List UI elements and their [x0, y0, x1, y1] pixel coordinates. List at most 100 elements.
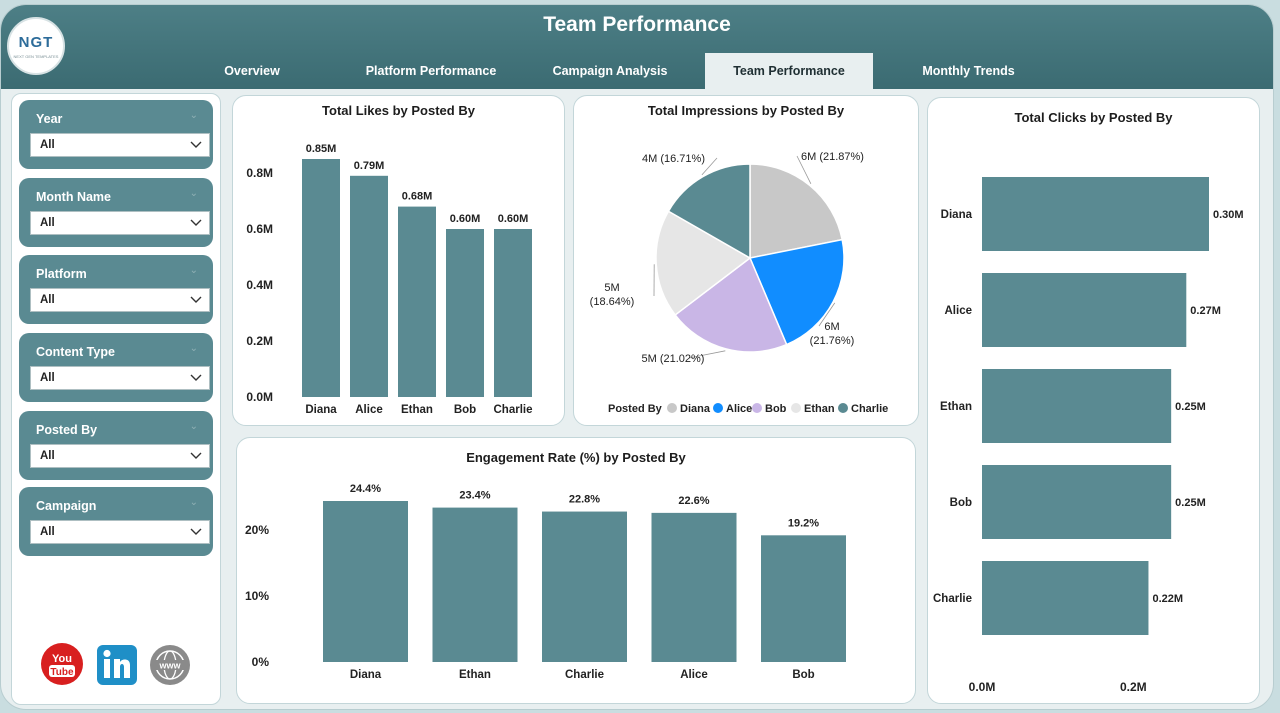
bar-diana[interactable]	[323, 501, 408, 662]
collapse-icon[interactable]: ⌄	[189, 110, 198, 121]
tab-platform-performance[interactable]: Platform Performance	[365, 64, 497, 78]
slice-label: 4M (16.71%)	[642, 153, 705, 165]
tab-team-performance[interactable]: Team Performance	[705, 53, 873, 89]
filter-posted-by: Posted By ⌄ All	[19, 411, 213, 480]
likes-bar-chart: 0.0M 0.2M 0.4M 0.6M 0.8M 0.85M Diana 0.79M Alice…	[246, 143, 533, 416]
bar-alice[interactable]	[350, 175, 388, 397]
legend-item-charlie[interactable]: Charlie	[851, 403, 888, 415]
y-tick-label: Ethan	[940, 401, 972, 413]
filter-label: Platform	[36, 267, 87, 281]
filter-label: Campaign	[36, 499, 97, 513]
x-tick-label: Alice	[355, 404, 383, 416]
bar-bob[interactable]	[446, 229, 484, 397]
bar-bob[interactable]	[982, 465, 1172, 539]
posted-by-dropdown[interactable]: All	[30, 444, 210, 468]
legend-item-diana[interactable]: Diana	[680, 403, 711, 415]
legend-marker-charlie	[838, 403, 848, 413]
bar-ethan[interactable]	[432, 507, 518, 662]
bar-ethan[interactable]	[398, 206, 436, 397]
chevron-down-icon	[190, 296, 202, 303]
filter-label: Posted By	[36, 423, 98, 437]
y-tick-label: 0.2M	[246, 334, 273, 348]
data-label: 0.60M	[450, 213, 481, 225]
filter-sidebar: Year ⌄ All Month Name ⌄ All Platform ⌄ A…	[11, 93, 221, 705]
y-tick-label: 0.4M	[246, 278, 273, 292]
data-label: 0.85M	[306, 143, 337, 155]
leader-line	[796, 155, 812, 184]
y-tick-label: 0.6M	[246, 222, 273, 236]
tab-overview[interactable]: Overview	[224, 64, 280, 78]
bar-diana[interactable]	[982, 177, 1209, 251]
collapse-icon[interactable]: ⌄	[189, 343, 198, 354]
bar-charlie[interactable]	[494, 229, 532, 397]
logo-text: NGT	[18, 33, 54, 51]
y-tick-label: 0%	[252, 655, 270, 669]
data-label: 0.79M	[354, 160, 385, 172]
collapse-icon[interactable]: ⌄	[189, 188, 198, 199]
pie-slice-charlie[interactable]	[667, 163, 751, 260]
leader-line	[688, 350, 726, 359]
dropdown-value: All	[40, 372, 55, 384]
data-label: 0.22M	[1152, 593, 1183, 605]
bar-charlie[interactable]	[542, 511, 627, 662]
data-label: 0.25M	[1175, 497, 1206, 509]
legend-marker-ethan	[791, 403, 801, 413]
page-title: Team Performance	[543, 13, 731, 36]
leader-line	[818, 302, 836, 327]
legend-item-ethan[interactable]: Ethan	[804, 403, 835, 415]
pie-slice-ethan[interactable]	[655, 210, 752, 316]
chart-title: Engagement Rate (%) by Posted By	[466, 450, 686, 465]
clicks-chart-panel: Total Clicks by Posted By Diana 0.30M Alic…	[927, 97, 1260, 704]
campaign-dropdown[interactable]: All	[30, 520, 210, 544]
legend-marker-bob	[752, 403, 762, 413]
filter-label: Content Type	[36, 345, 115, 359]
chevron-down-icon	[190, 452, 202, 459]
dashboard-frame: NGT NEXT GEN TEMPLATES Team Performance …	[0, 4, 1274, 710]
x-tick-label: Ethan	[459, 669, 491, 681]
bar-diana[interactable]	[302, 159, 340, 397]
legend-item-alice[interactable]: Alice	[726, 403, 752, 415]
year-dropdown[interactable]: All	[30, 133, 210, 157]
tab-monthly-trends[interactable]: Monthly Trends	[922, 64, 1015, 78]
collapse-icon[interactable]: ⌄	[189, 265, 198, 276]
platform-dropdown[interactable]: All	[30, 288, 210, 312]
tab-campaign-analysis[interactable]: Campaign Analysis	[552, 64, 668, 78]
bar-alice[interactable]	[982, 273, 1187, 347]
y-tick-label: 10%	[245, 589, 269, 603]
data-label: 0.68M	[402, 191, 433, 203]
bar-alice[interactable]	[651, 512, 737, 662]
x-tick-label: Alice	[680, 669, 708, 681]
youtube-icon[interactable]: You Tube	[40, 642, 84, 686]
dropdown-value: All	[40, 217, 55, 229]
pie-slice-alice[interactable]	[748, 238, 845, 346]
data-label: 0.25M	[1175, 401, 1206, 413]
bar-charlie[interactable]	[982, 561, 1149, 635]
x-tick-label: Charlie	[494, 404, 533, 416]
y-tick-label: Charlie	[933, 593, 972, 605]
content-type-dropdown[interactable]: All	[30, 366, 210, 390]
collapse-icon[interactable]: ⌄	[189, 497, 198, 508]
leader-line	[701, 157, 718, 176]
chart-title: Total Likes by Posted By	[322, 103, 475, 118]
data-label: 0.30M	[1213, 209, 1244, 221]
pie-slice-bob[interactable]	[674, 256, 788, 353]
month-name-dropdown[interactable]: All	[30, 211, 210, 235]
slice-label: 5M (18.64%)	[590, 282, 635, 308]
bar-ethan[interactable]	[982, 369, 1172, 443]
dropdown-value: All	[40, 294, 55, 306]
pie-slice-diana[interactable]	[749, 163, 844, 259]
filter-content-type: Content Type ⌄ All	[19, 333, 213, 402]
filter-month-name: Month Name ⌄ All	[19, 178, 213, 247]
linkedin-icon[interactable]	[96, 644, 138, 686]
dropdown-value: All	[40, 450, 55, 462]
legend-item-bob[interactable]: Bob	[765, 403, 787, 415]
legend-title: Posted By	[608, 403, 663, 415]
filter-year: Year ⌄ All	[19, 100, 213, 169]
website-globe-icon[interactable]: www	[149, 644, 191, 686]
chart-title: Total Clicks by Posted By	[1014, 110, 1173, 125]
bar-bob[interactable]	[761, 535, 846, 662]
x-tick-label: 0.2M	[1120, 680, 1147, 694]
y-tick-label: 0.8M	[246, 166, 273, 180]
collapse-icon[interactable]: ⌄	[189, 421, 198, 432]
logo-subtext: NEXT GEN TEMPLATES	[13, 53, 59, 59]
